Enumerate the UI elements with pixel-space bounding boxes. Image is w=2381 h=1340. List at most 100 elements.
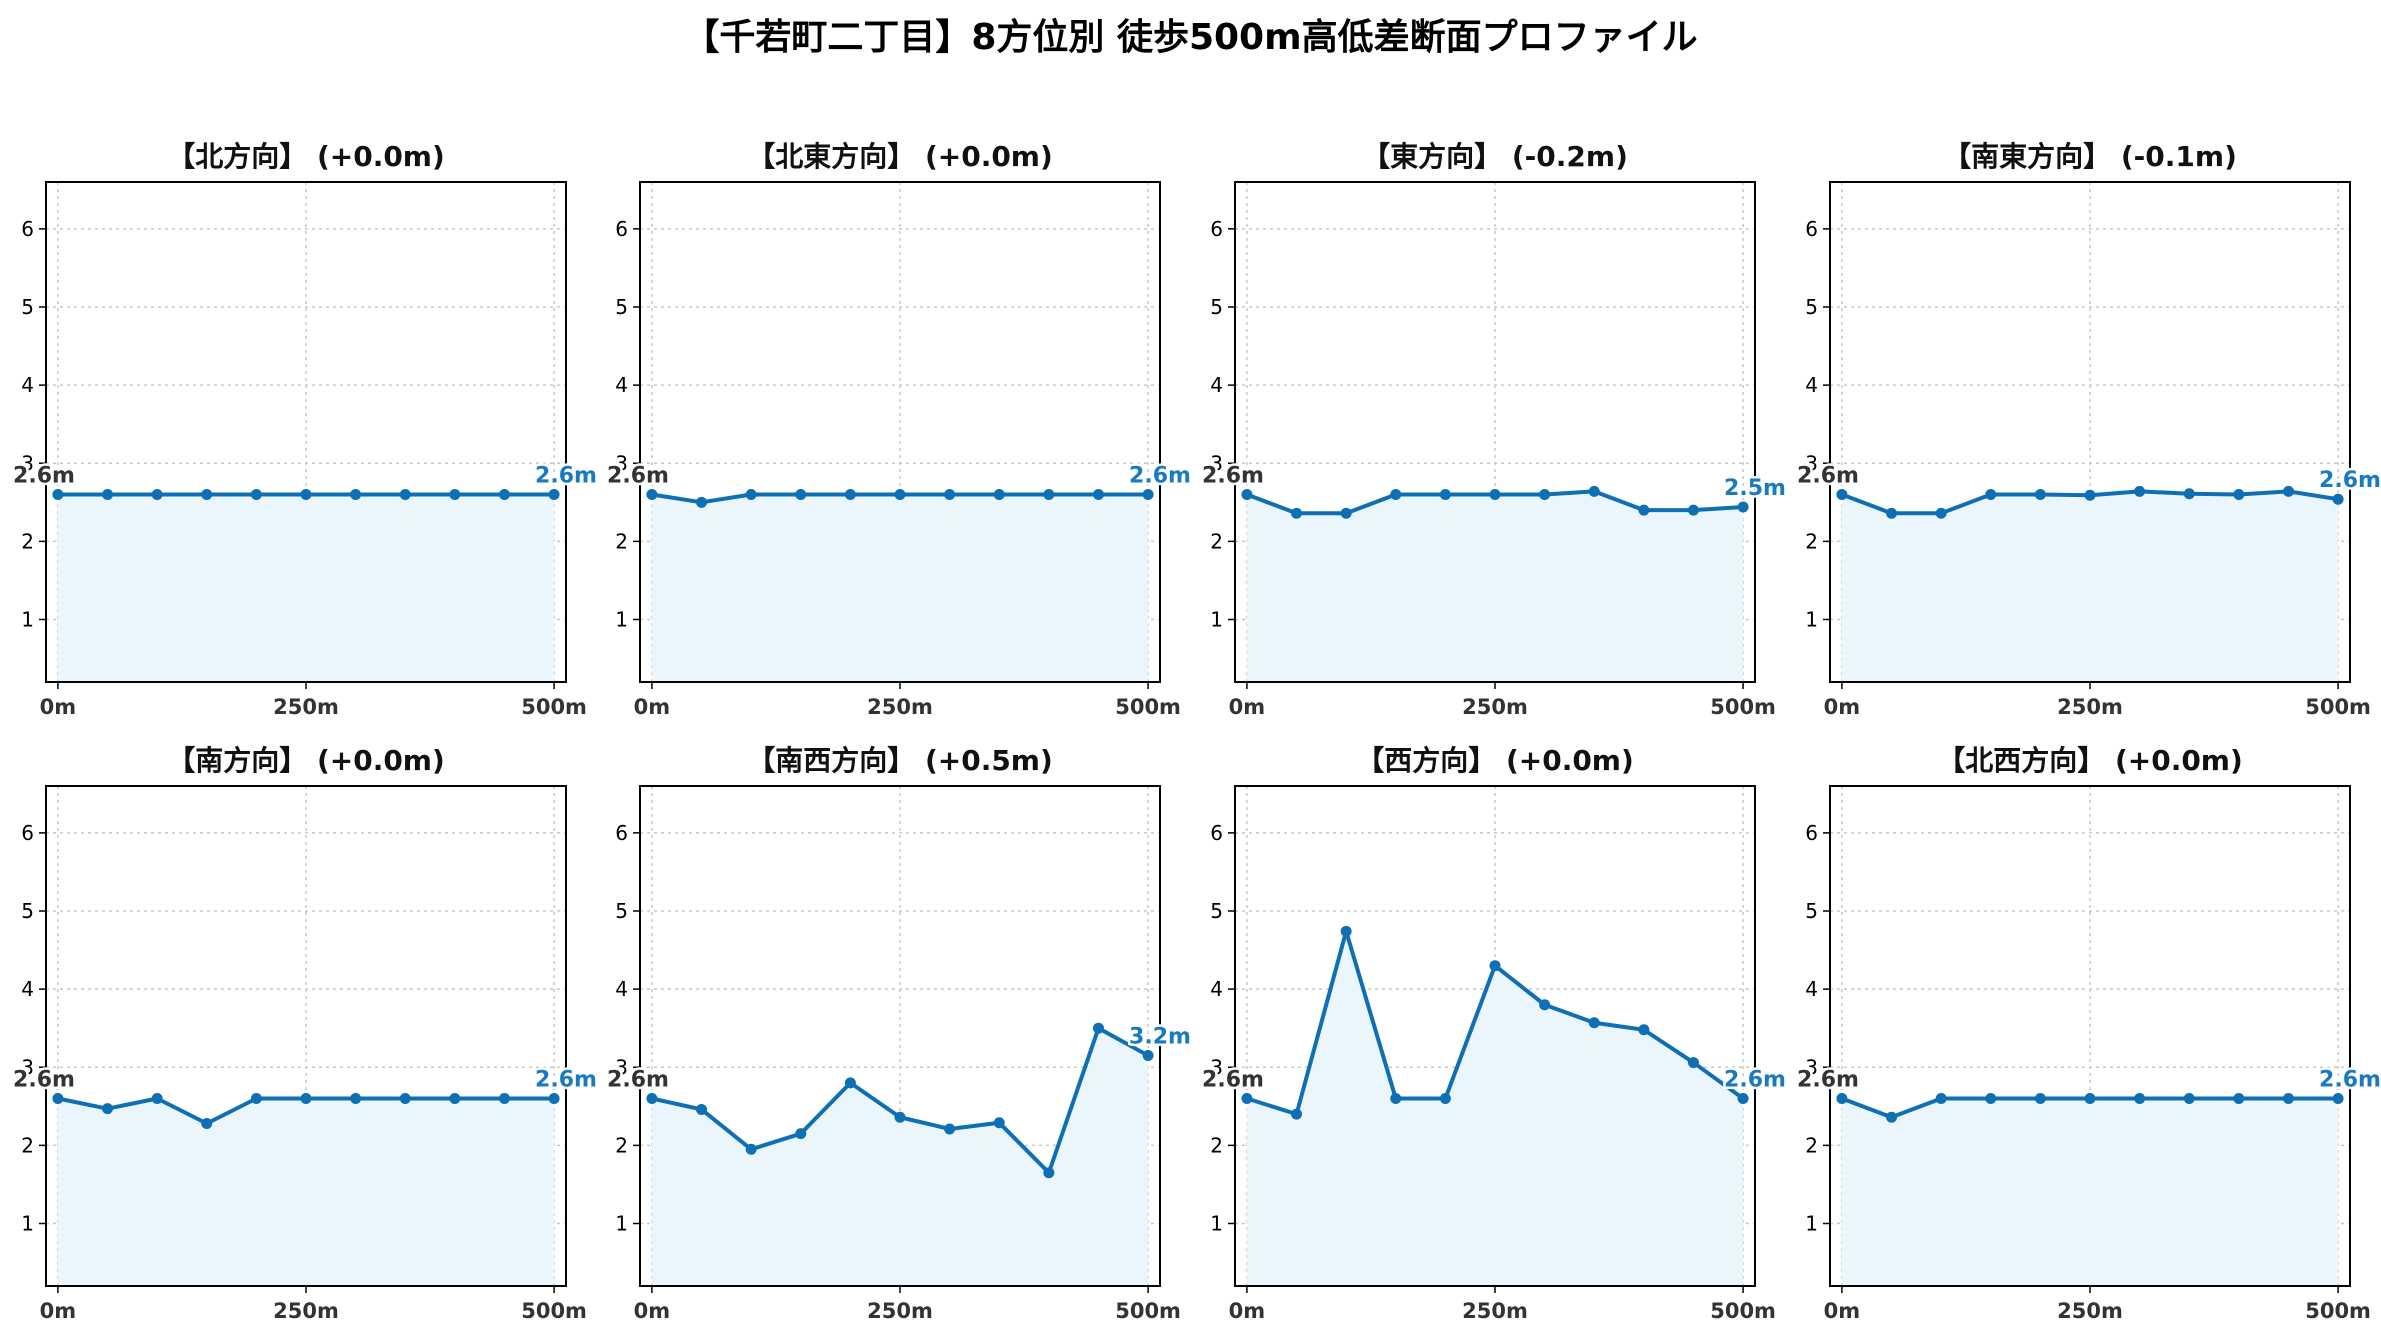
y-tick-label: 5 [21, 899, 34, 923]
data-point [1142, 1050, 1154, 1062]
x-tick-label: 500m [521, 1299, 587, 1323]
chart-title: 【東方向】 (-0.2m) [1362, 140, 1628, 173]
data-point [1390, 489, 1402, 500]
y-tick-label: 6 [615, 821, 628, 845]
data-point [2282, 1093, 2294, 1104]
y-tick-label: 2 [615, 1133, 628, 1157]
chart-panel-4: 1 2 3 4 5 6 0m 250m 500m 【南東方向】 (-0.1m) 2.6m 2.6m [1795, 140, 2381, 719]
data-point [2134, 1093, 2146, 1104]
chart-title: 【北西方向】 (+0.0m) [1937, 744, 2243, 777]
data-point [1737, 501, 1749, 513]
data-point [151, 489, 163, 500]
start-elevation-label: 2.6m [1202, 464, 1264, 489]
data-point [548, 489, 560, 500]
y-tick-label: 6 [1805, 217, 1818, 241]
x-tick-label: 250m [867, 695, 933, 719]
start-elevation-label: 2.6m [607, 1068, 669, 1093]
data-point [52, 1093, 64, 1104]
y-tick-label: 5 [1210, 899, 1223, 923]
chart-panel-8: 1 2 3 4 5 6 0m 250m 500m 【北西方向】 (+0.0m) 2.6m 2.6m [1795, 744, 2381, 1323]
y-tick-label: 1 [615, 1212, 628, 1236]
data-point [250, 489, 262, 500]
chart-panel-7: 1 2 3 4 5 6 0m 250m 500m 【西方向】 (+0.0m) 2.6m 2.6m [1200, 744, 1789, 1323]
x-tick-label: 0m [1824, 695, 1861, 719]
data-point [844, 489, 856, 500]
y-tick-label: 1 [1805, 608, 1818, 632]
data-point [745, 489, 757, 500]
start-elevation-label: 2.6m [607, 464, 669, 489]
data-point [1539, 999, 1551, 1011]
area-fill [57, 494, 555, 682]
area-fill [651, 1028, 1149, 1286]
y-tick-label: 6 [1210, 821, 1223, 845]
y-tick-label: 1 [21, 608, 34, 632]
data-point [52, 489, 64, 500]
y-tick-label: 3 [1805, 1055, 1818, 1079]
x-tick-label: 0m [1824, 1299, 1861, 1323]
x-tick-label: 500m [521, 695, 587, 719]
end-elevation-label: 2.6m [1724, 1068, 1786, 1093]
x-tick-label: 500m [2305, 1299, 2371, 1323]
x-tick-label: 250m [1462, 695, 1528, 719]
data-point [944, 1123, 956, 1135]
data-point [2034, 1093, 2046, 1104]
data-point [1291, 507, 1303, 519]
y-tick-label: 4 [1210, 977, 1223, 1001]
data-point [300, 489, 312, 500]
data-point [1340, 507, 1352, 519]
data-point [201, 489, 213, 500]
area-fill [651, 494, 1149, 682]
chart-panel-3: 1 2 3 4 5 6 0m 250m 500m 【東方向】 (-0.2m) 2.6m 2.5m [1200, 140, 1789, 719]
y-tick-label: 2 [1210, 1133, 1223, 1157]
data-point [993, 489, 1005, 500]
y-tick-label: 4 [1805, 977, 1818, 1001]
data-point [399, 1093, 411, 1104]
data-point [646, 489, 658, 500]
y-tick-label: 2 [21, 1133, 34, 1157]
data-point [2332, 493, 2344, 505]
y-tick-label: 3 [21, 1055, 34, 1079]
start-elevation-label: 2.6m [13, 1068, 75, 1093]
data-point [1985, 1093, 1997, 1104]
y-tick-label: 3 [615, 451, 628, 475]
y-tick-label: 3 [21, 451, 34, 475]
area-fill [57, 1098, 555, 1286]
data-point [795, 489, 807, 500]
data-point [1043, 489, 1055, 500]
chart-title: 【北東方向】 (+0.0m) [747, 140, 1053, 173]
page-title: 【千若町二丁目】8方位別 徒歩500m高低差断面プロファイル [683, 17, 1698, 58]
data-point [2134, 485, 2146, 497]
data-point [151, 1093, 163, 1104]
x-tick-label: 250m [1462, 1299, 1528, 1323]
y-tick-label: 1 [21, 1212, 34, 1236]
data-point [2084, 489, 2096, 501]
x-tick-label: 250m [2057, 695, 2123, 719]
data-point [2183, 488, 2195, 500]
y-tick-label: 3 [615, 1055, 628, 1079]
end-elevation-label: 2.6m [535, 464, 597, 489]
x-tick-label: 0m [634, 695, 671, 719]
y-tick-label: 5 [1805, 899, 1818, 923]
end-elevation-label: 2.6m [2319, 1068, 2381, 1093]
y-tick-label: 5 [615, 899, 628, 923]
y-tick-label: 6 [1805, 821, 1818, 845]
data-point [2034, 489, 2046, 500]
data-point [2332, 1093, 2344, 1104]
y-tick-label: 4 [21, 977, 34, 1001]
end-elevation-label: 2.6m [1129, 464, 1191, 489]
y-tick-label: 1 [1210, 1212, 1223, 1236]
data-point [1985, 489, 1997, 500]
data-point [1687, 1057, 1699, 1069]
area-fill [1246, 491, 1744, 682]
data-point [1142, 489, 1154, 500]
data-point [1836, 1093, 1848, 1104]
start-elevation-label: 2.6m [13, 464, 75, 489]
data-point [1241, 489, 1253, 500]
data-point [944, 489, 956, 500]
x-tick-label: 0m [1229, 695, 1266, 719]
data-point [300, 1093, 312, 1104]
data-point [2233, 1093, 2245, 1104]
data-point [1340, 925, 1352, 937]
data-point [1043, 1167, 1055, 1179]
data-point [745, 1143, 757, 1155]
